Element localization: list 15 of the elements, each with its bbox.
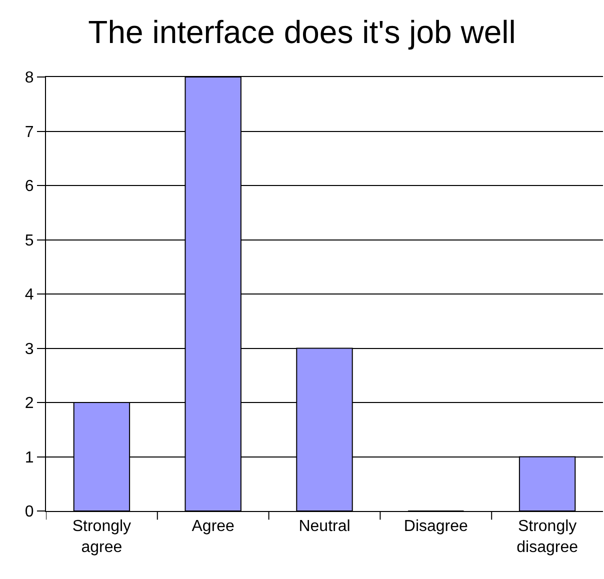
x-tick-label: Strongly disagree (516, 518, 578, 556)
x-tick-label: Disagree (404, 518, 468, 536)
y-tick-label: 0 (24, 504, 34, 521)
chart-title: The interface does it's job well (88, 14, 516, 50)
x-tick-label: Neutral (298, 518, 350, 536)
y-tick-label: 3 (24, 340, 34, 358)
x-tick-label: Strongly agree (72, 518, 132, 556)
y-tick-label: 8 (24, 70, 34, 87)
x-tick-label: Agree (192, 518, 235, 536)
y-tick-label: 1 (24, 449, 34, 466)
y-tick-label: 7 (24, 124, 34, 141)
y-tick-label: 4 (24, 286, 34, 304)
y-tick-label: 6 (24, 178, 34, 196)
y-tick-label: 2 (24, 395, 34, 412)
y-tick-label: 5 (24, 232, 34, 250)
